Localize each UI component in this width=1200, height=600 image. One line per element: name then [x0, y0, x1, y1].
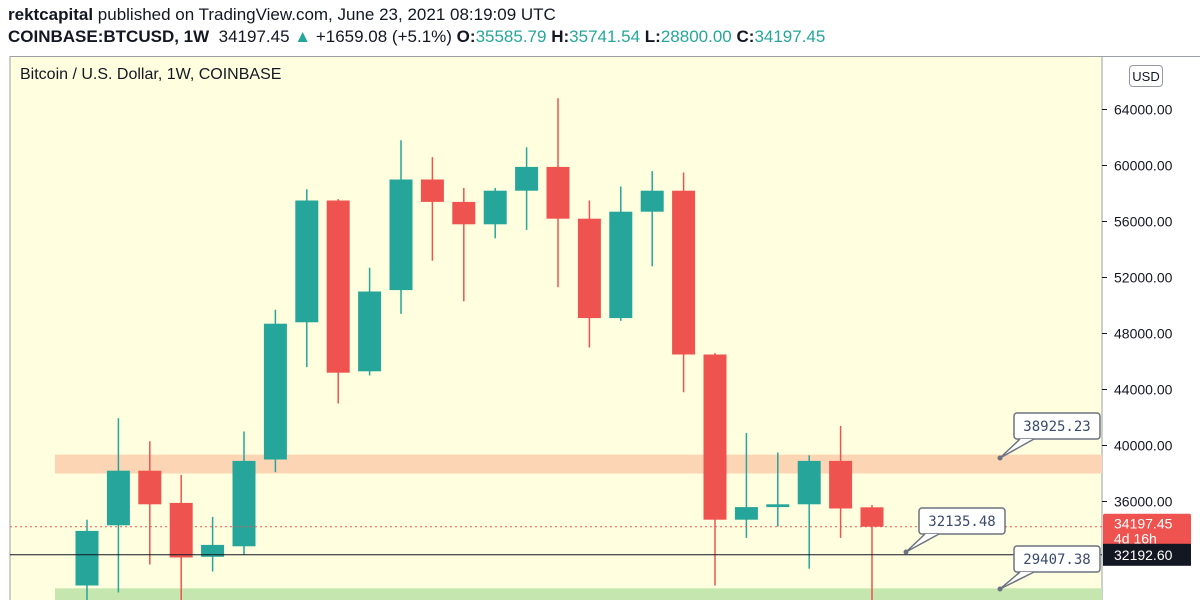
- y-tick-label: 56000.00: [1114, 214, 1173, 230]
- price-change: +1659.08 (+5.1%): [315, 27, 452, 46]
- crosshair-price-label: 32192.60: [1114, 547, 1173, 563]
- candle-body: [515, 166, 539, 191]
- candle-body: [169, 502, 193, 558]
- candle-body: [232, 460, 256, 547]
- open-value: 35585.79: [475, 27, 547, 46]
- up-arrow-icon: ▲: [294, 27, 312, 46]
- y-tick-label: 36000.00: [1114, 494, 1173, 510]
- price-callout-box: [1013, 545, 1101, 573]
- candle-body: [577, 218, 601, 319]
- publish-info: rektcapital published on TradingView.com…: [8, 5, 556, 25]
- candle-body: [201, 544, 225, 557]
- candle-body: [263, 323, 287, 460]
- candle-body: [106, 470, 130, 526]
- price-axis-background[interactable]: [1102, 56, 1200, 600]
- candle-body: [640, 190, 664, 212]
- candle-body: [860, 507, 884, 527]
- high-label: H:: [551, 27, 570, 46]
- close-label: C:: [736, 27, 755, 46]
- open-label: O:: [456, 27, 476, 46]
- price-callout-box: [1013, 412, 1101, 440]
- candle-body: [703, 354, 727, 520]
- bar-countdown-label: 4d 16h: [1114, 531, 1157, 547]
- candle-body: [734, 507, 758, 520]
- candle-body: [420, 179, 444, 202]
- candle-body: [326, 200, 350, 373]
- published-text: published on TradingView.com, June 23, 2…: [97, 5, 556, 24]
- price-callout-anchor: [997, 455, 1003, 461]
- last-price: 34197.45: [218, 27, 290, 46]
- y-tick-label: 44000.00: [1114, 382, 1173, 398]
- y-tick-label: 40000.00: [1114, 438, 1173, 454]
- y-tick-label: 60000.00: [1114, 158, 1173, 174]
- y-tick-label: 52000.00: [1114, 270, 1173, 286]
- current-price-tag: [1103, 513, 1191, 548]
- price-callout-anchor: [903, 549, 909, 555]
- price-callout-label: 29407.38: [1023, 552, 1090, 568]
- chart-header: rektcapital published on TradingView.com…: [0, 0, 1200, 56]
- candle-body: [295, 200, 319, 323]
- price-callout-box: [918, 507, 1006, 535]
- low-value: 28800.00: [660, 27, 732, 46]
- crosshair-price-tag: [1103, 543, 1191, 566]
- candle-body: [358, 291, 382, 372]
- currency-button[interactable]: USD: [1129, 65, 1163, 87]
- price-callout-anchor: [997, 586, 1003, 592]
- candle-body: [766, 504, 790, 508]
- candle-body: [483, 190, 507, 225]
- support-zone: [55, 588, 1102, 600]
- candle-body: [797, 460, 821, 505]
- candle-body: [546, 166, 570, 219]
- candle-body: [75, 530, 99, 586]
- current-price-label: 34197.45: [1114, 516, 1173, 532]
- low-label: L:: [644, 27, 661, 46]
- ohlc-legend: COINBASE:BTCUSD, 1W 34197.45 ▲ +1659.08 …: [8, 27, 825, 47]
- high-value: 35741.54: [569, 27, 641, 46]
- y-tick-label: 64000.00: [1114, 102, 1173, 118]
- candle-body: [829, 460, 853, 509]
- resistance-zone: [55, 454, 1102, 474]
- candle-body: [138, 470, 162, 505]
- chart-title: Bitcoin / U.S. Dollar, 1W, COINBASE: [20, 66, 282, 83]
- price-callout-label: 38925.23: [1023, 419, 1090, 435]
- candle-body: [672, 190, 696, 355]
- candlestick-chart[interactable]: 64000.00 60000.00 56000.00 52000.00 48000.00…: [0, 56, 1200, 600]
- y-tick-label: 48000.00: [1114, 326, 1173, 342]
- price-callout-label: 32135.48: [928, 514, 995, 530]
- candle-body: [389, 179, 413, 291]
- author-name[interactable]: rektcapital: [8, 5, 94, 24]
- candle-body: [452, 201, 476, 225]
- candle-body: [609, 211, 633, 319]
- close-value: 34197.45: [754, 27, 826, 46]
- symbol-label: COINBASE:BTCUSD, 1W: [8, 27, 210, 46]
